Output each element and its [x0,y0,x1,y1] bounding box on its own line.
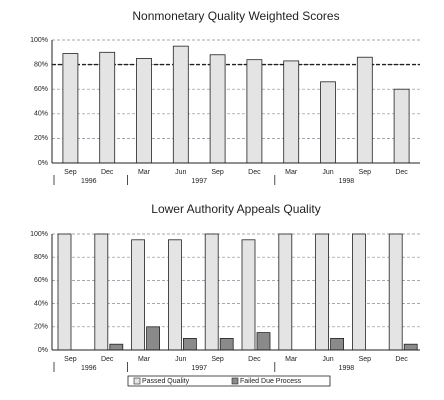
y-tick-label: 80% [34,254,48,261]
bar [204,233,219,351]
y-tick-label: 60% [34,277,48,284]
x-tick-label: Jun [175,356,186,363]
x-tick-label: Mar [138,169,151,176]
x-tick-label: Dec [395,356,408,363]
chart-title: Lower Authority Appeals Quality [151,202,320,216]
x-tick-label: Dec [395,169,408,176]
bar [219,337,234,351]
group-label: 1996 [81,365,97,372]
x-tick-label: Sep [64,169,77,176]
x-tick-label: Sep [64,356,77,363]
legend-swatch [231,377,239,385]
x-tick-label: Sep [359,169,372,176]
y-tick-label: 0% [38,160,48,167]
group-label: 1996 [81,178,97,185]
bar [209,54,226,164]
bar [136,58,152,164]
bar [393,88,410,164]
x-tick-label: Dec [248,356,261,363]
bar [278,233,293,351]
y-tick-label: 20% [34,324,48,331]
bar [182,337,197,351]
y-tick-label: 20% [34,135,48,142]
bar [57,233,72,351]
x-tick-label: Jun [175,169,186,176]
x-tick-label: Dec [101,356,114,363]
bar [315,233,330,351]
group-label: 1997 [191,178,207,185]
x-tick-label: Mar [285,356,298,363]
bar [330,337,345,351]
chart-title: Nonmonetary Quality Weighted Scores [132,9,339,23]
bar [351,233,366,351]
legend-label: Passed Quality [142,378,190,385]
bar [146,326,161,351]
x-tick-label: Sep [211,356,224,363]
bar [99,51,116,164]
bar [241,239,256,351]
bar [167,239,182,351]
group-label: 1998 [339,178,355,185]
y-tick-label: 100% [30,231,48,238]
y-tick-label: 80% [34,61,48,68]
bar [94,233,109,351]
x-tick-label: Jun [322,356,333,363]
bar [256,332,271,351]
group-label: 1998 [339,365,355,372]
x-tick-label: Sep [211,169,224,176]
bar [62,53,79,164]
y-tick-label: 40% [34,300,48,307]
bar [356,56,373,164]
bar [283,60,300,164]
y-tick-label: 60% [34,86,48,93]
y-tick-label: 0% [38,347,48,354]
x-tick-label: Dec [101,169,114,176]
legend-box [127,375,331,387]
bar [172,45,189,164]
bar [388,233,403,351]
legend-swatch [133,377,141,385]
bar [131,239,146,351]
y-tick-label: 40% [34,111,48,118]
bar [109,343,124,351]
y-tick-label: 100% [30,37,48,44]
legend-label: Failed Due Process [240,378,302,385]
group-label: 1997 [191,365,207,372]
bar [320,81,336,164]
bar [403,343,418,351]
x-tick-label: Mar [285,169,298,176]
x-tick-label: Sep [359,356,372,363]
x-tick-label: Jun [322,169,333,176]
x-tick-label: Mar [138,356,151,363]
x-tick-label: Dec [248,169,261,176]
bar [246,59,263,164]
